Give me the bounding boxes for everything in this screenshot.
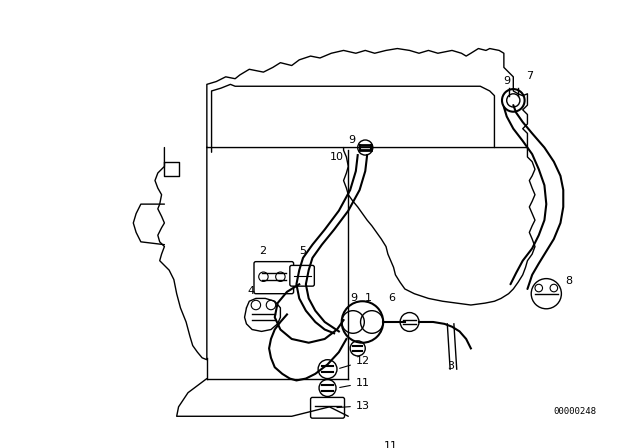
Text: 10: 10 [330, 152, 344, 162]
Text: 4: 4 [248, 286, 255, 296]
Text: 11: 11 [340, 378, 370, 388]
Text: 12: 12 [340, 357, 370, 368]
Text: 7: 7 [526, 71, 533, 81]
Text: 3: 3 [447, 361, 454, 371]
Text: 00000248: 00000248 [553, 407, 596, 416]
Text: 8: 8 [565, 276, 572, 286]
FancyBboxPatch shape [290, 265, 314, 286]
FancyBboxPatch shape [254, 262, 294, 294]
Text: 2: 2 [259, 246, 266, 256]
Text: 5: 5 [300, 246, 307, 256]
Text: 9: 9 [503, 76, 510, 86]
Text: 9: 9 [350, 293, 357, 303]
Text: 11: 11 [384, 441, 398, 448]
Text: 13: 13 [337, 401, 370, 411]
Text: 1: 1 [365, 293, 372, 303]
FancyBboxPatch shape [310, 397, 344, 418]
Text: 9: 9 [348, 135, 355, 145]
Text: 6: 6 [388, 293, 395, 303]
